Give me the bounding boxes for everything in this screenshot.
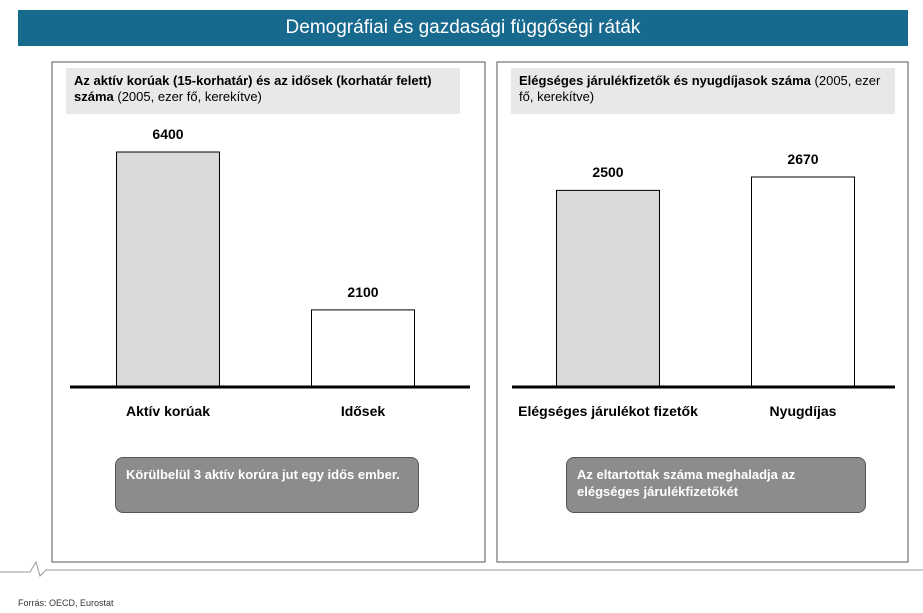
chart-subtitle: (2005, ezer fő, kerekítve)	[519, 73, 881, 104]
value-label: 2670	[787, 151, 819, 167]
category-label: Idősek	[340, 403, 386, 419]
footer-line	[0, 560, 923, 577]
bar	[751, 176, 855, 388]
bar	[556, 189, 660, 388]
annotation: Az eltartottak száma meghaladja az elégs…	[566, 457, 866, 513]
chart-subtitle: (2005, ezer fő, kerekítve)	[117, 89, 262, 104]
bar	[116, 151, 220, 388]
value-label: 2100	[347, 283, 379, 300]
header-title: Demográfiai és gazdasági függőségi ráták	[18, 10, 908, 46]
chart-title: Elégséges járulékfizetők és nyugdíjasok …	[519, 73, 811, 88]
annotation: Körülbelül 3 aktív korúra jut egy idős e…	[115, 457, 419, 513]
category-label: Aktív korúak	[125, 403, 211, 419]
category-label: Elégséges járulékot fizetők	[518, 403, 698, 419]
chart-title-box: Az aktív korúak (15-korhatár) és az idős…	[66, 68, 460, 114]
source: Forrás: OECD, Eurostat	[18, 598, 114, 608]
value-label: 2500	[592, 164, 624, 181]
chart-title-box: Elégséges járulékfizetők és nyugdíjasok …	[511, 68, 895, 114]
value-label: 6400	[152, 126, 184, 142]
panel	[496, 61, 909, 563]
bar	[311, 309, 415, 388]
panel	[51, 61, 486, 563]
category-label: Nyugdíjas	[769, 403, 837, 419]
chart-title: Az aktív korúak (15-korhatár) és az idős…	[74, 73, 432, 104]
